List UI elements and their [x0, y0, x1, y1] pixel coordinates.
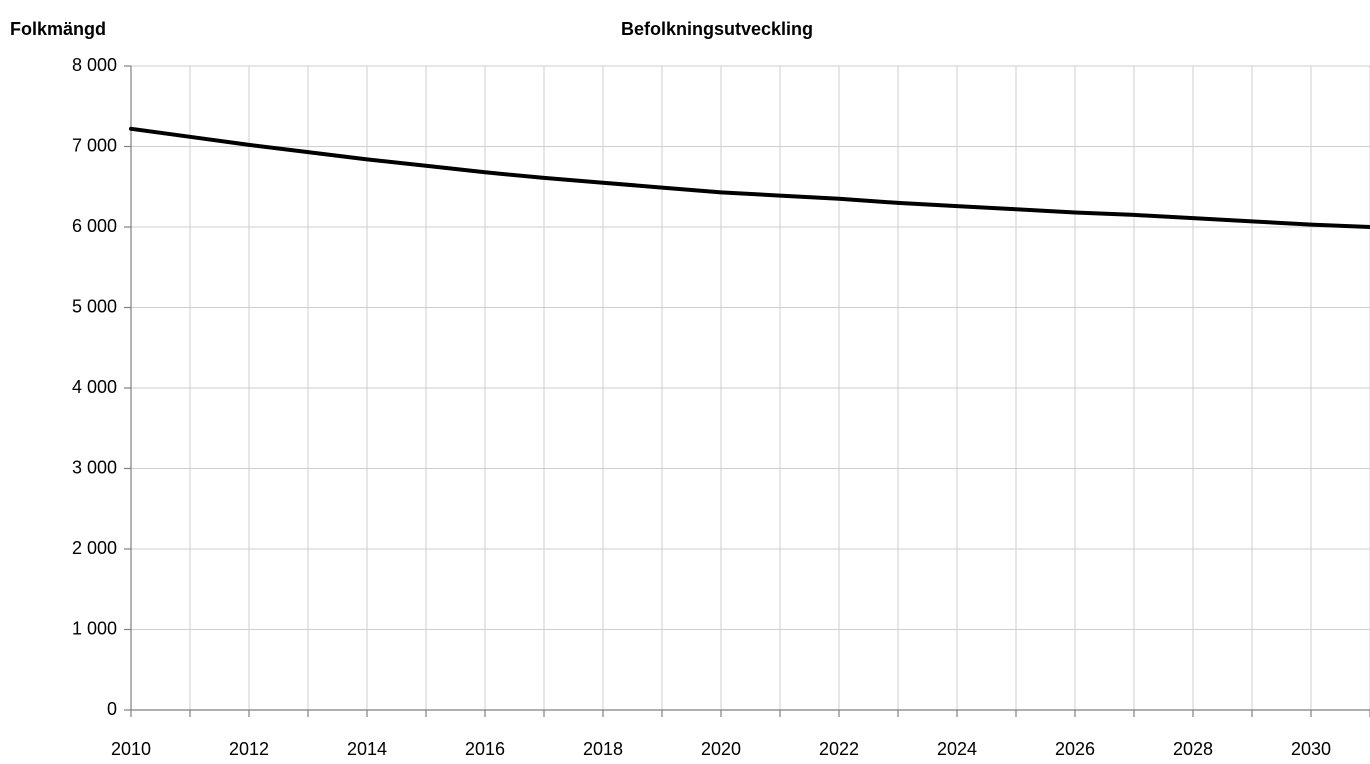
y-tick-label: 7 000: [72, 135, 117, 155]
x-tick-label: 2028: [1173, 739, 1213, 759]
x-tick-label: 2010: [111, 739, 151, 759]
x-tick-label: 2024: [937, 739, 977, 759]
x-tick-label: 2018: [583, 739, 623, 759]
x-tick-label: 2012: [229, 739, 269, 759]
y-tick-label: 8 000: [72, 55, 117, 75]
y-axis-label: Folkmängd: [10, 19, 106, 39]
x-tick-label: 2026: [1055, 739, 1095, 759]
line-series: [129, 126, 1370, 229]
chart-title: Befolkningsutveckling: [621, 19, 813, 39]
x-tick-label: 2016: [465, 739, 505, 759]
y-tick-label: 6 000: [72, 216, 117, 236]
x-tick-label: 2022: [819, 739, 859, 759]
y-tick-label: 1 000: [72, 618, 117, 638]
x-tick-label: 2030: [1291, 739, 1331, 759]
y-tick-label: 4 000: [72, 377, 117, 397]
y-tick-label: 5 000: [72, 296, 117, 316]
x-tick-label: 2020: [701, 739, 741, 759]
y-tick-label: 3 000: [72, 457, 117, 477]
y-tick-label: 0: [107, 699, 117, 719]
y-tick-label: 2 000: [72, 538, 117, 558]
x-tick-label: 2014: [347, 739, 387, 759]
